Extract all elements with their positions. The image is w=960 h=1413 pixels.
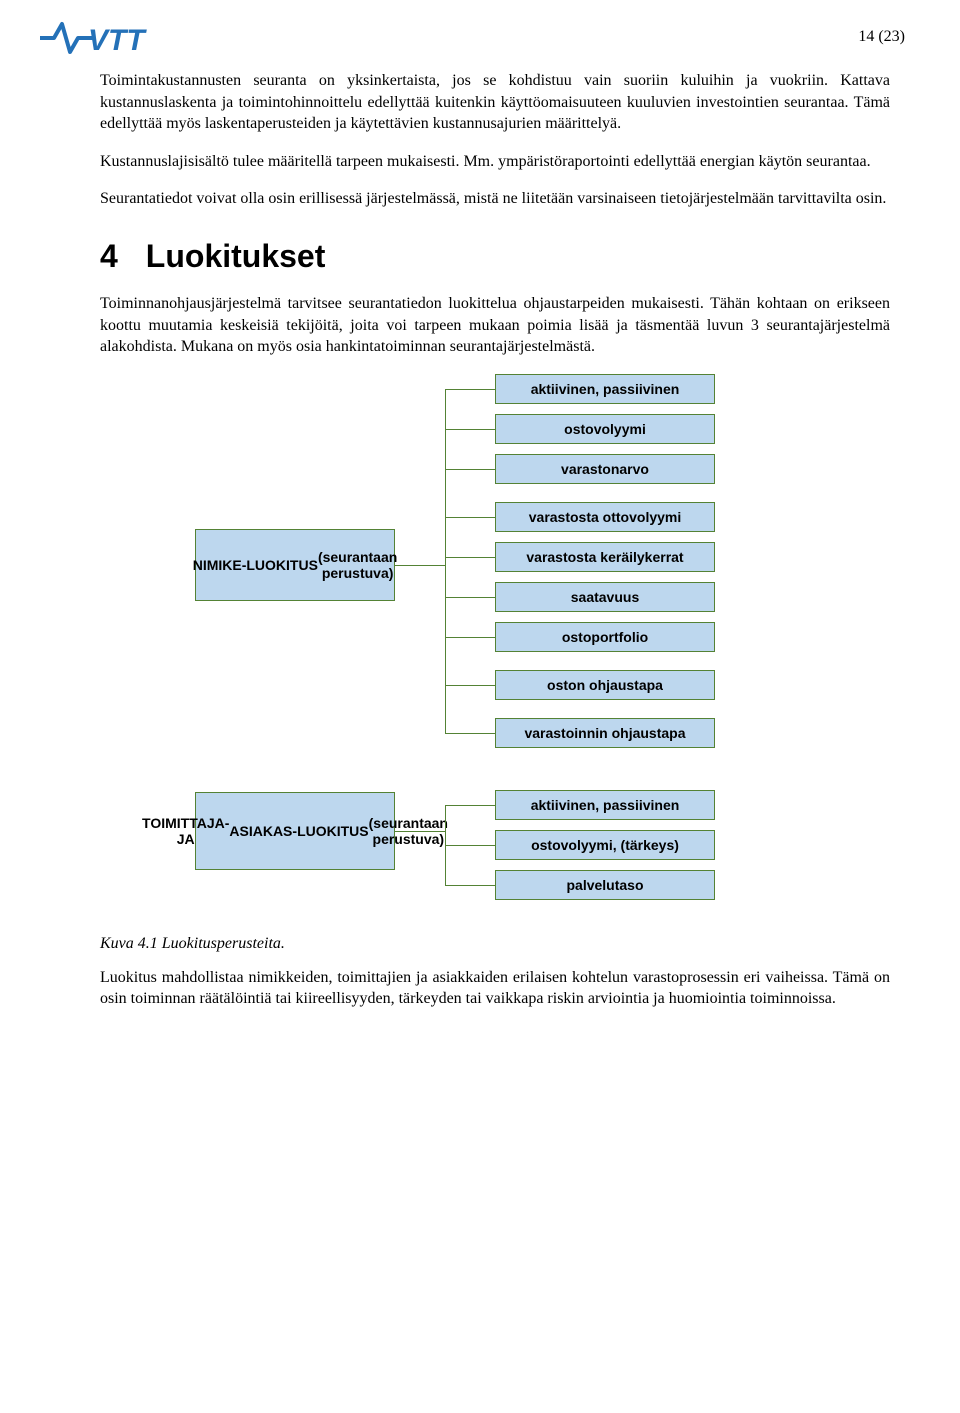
connector-line	[445, 469, 495, 470]
diagram-box-toimittaja: TOIMITTAJA- JAASIAKAS-LUOKITUS(seurantaa…	[195, 792, 395, 870]
connector-line	[445, 597, 495, 598]
connector-line	[395, 565, 445, 566]
connector-line	[445, 557, 495, 558]
paragraph-3: Seurantatiedot voivat olla osin erillise…	[100, 188, 890, 210]
diagram-box-nimike: NIMIKE-LUOKITUS(seurantaan perustuva)	[195, 529, 395, 601]
diagram-box-right: ostoportfolio	[495, 622, 715, 652]
connector-line	[445, 389, 495, 390]
connector-line	[445, 429, 495, 430]
paragraph-1: Toimintakustannusten seuranta on yksinke…	[100, 70, 890, 135]
diagram-box-right: ostovolyymi, (tärkeys)	[495, 830, 715, 860]
connector-line	[445, 885, 495, 886]
connector-line	[445, 733, 495, 734]
vtt-logo: VTT	[40, 18, 160, 58]
diagram-box-right: varastonarvo	[495, 454, 715, 484]
diagram-box-right: varastosta ottovolyymi	[495, 502, 715, 532]
diagram-box-right: aktiivinen, passiivinen	[495, 790, 715, 820]
connector-line	[445, 517, 495, 518]
svg-text:VTT: VTT	[88, 24, 147, 57]
connector-line	[445, 805, 495, 806]
classification-diagram: NIMIKE-LUOKITUS(seurantaan perustuva) TOI…	[100, 374, 890, 929]
diagram-box-right: varastosta keräilykerrat	[495, 542, 715, 572]
diagram-box-right: aktiivinen, passiivinen	[495, 374, 715, 404]
paragraph-4: Toiminnanohjausjärjestelmä tarvitsee seu…	[100, 293, 890, 358]
section-heading: 4 Luokitukset	[100, 238, 890, 275]
diagram-box-right: saatavuus	[495, 582, 715, 612]
connector-line	[445, 685, 495, 686]
connector-line	[445, 389, 446, 734]
figure-caption: Kuva 4.1 Luokitusperusteita.	[100, 935, 890, 953]
connector-line	[445, 805, 446, 886]
connector-line	[445, 845, 495, 846]
diagram-box-right: palvelutaso	[495, 870, 715, 900]
paragraph-5: Luokitus mahdollistaa nimikkeiden, toimi…	[100, 967, 890, 1010]
connector-line	[395, 831, 445, 832]
diagram-box-right: varastoinnin ohjaustapa	[495, 718, 715, 748]
paragraph-2: Kustannuslajisisältö tulee määritellä ta…	[100, 151, 890, 173]
connector-line	[445, 637, 495, 638]
diagram-box-right: oston ohjaustapa	[495, 670, 715, 700]
section-number: 4	[100, 238, 118, 274]
diagram-box-right: ostovolyymi	[495, 414, 715, 444]
section-title-text: Luokitukset	[146, 238, 326, 274]
page-number: 14 (23)	[858, 28, 905, 46]
